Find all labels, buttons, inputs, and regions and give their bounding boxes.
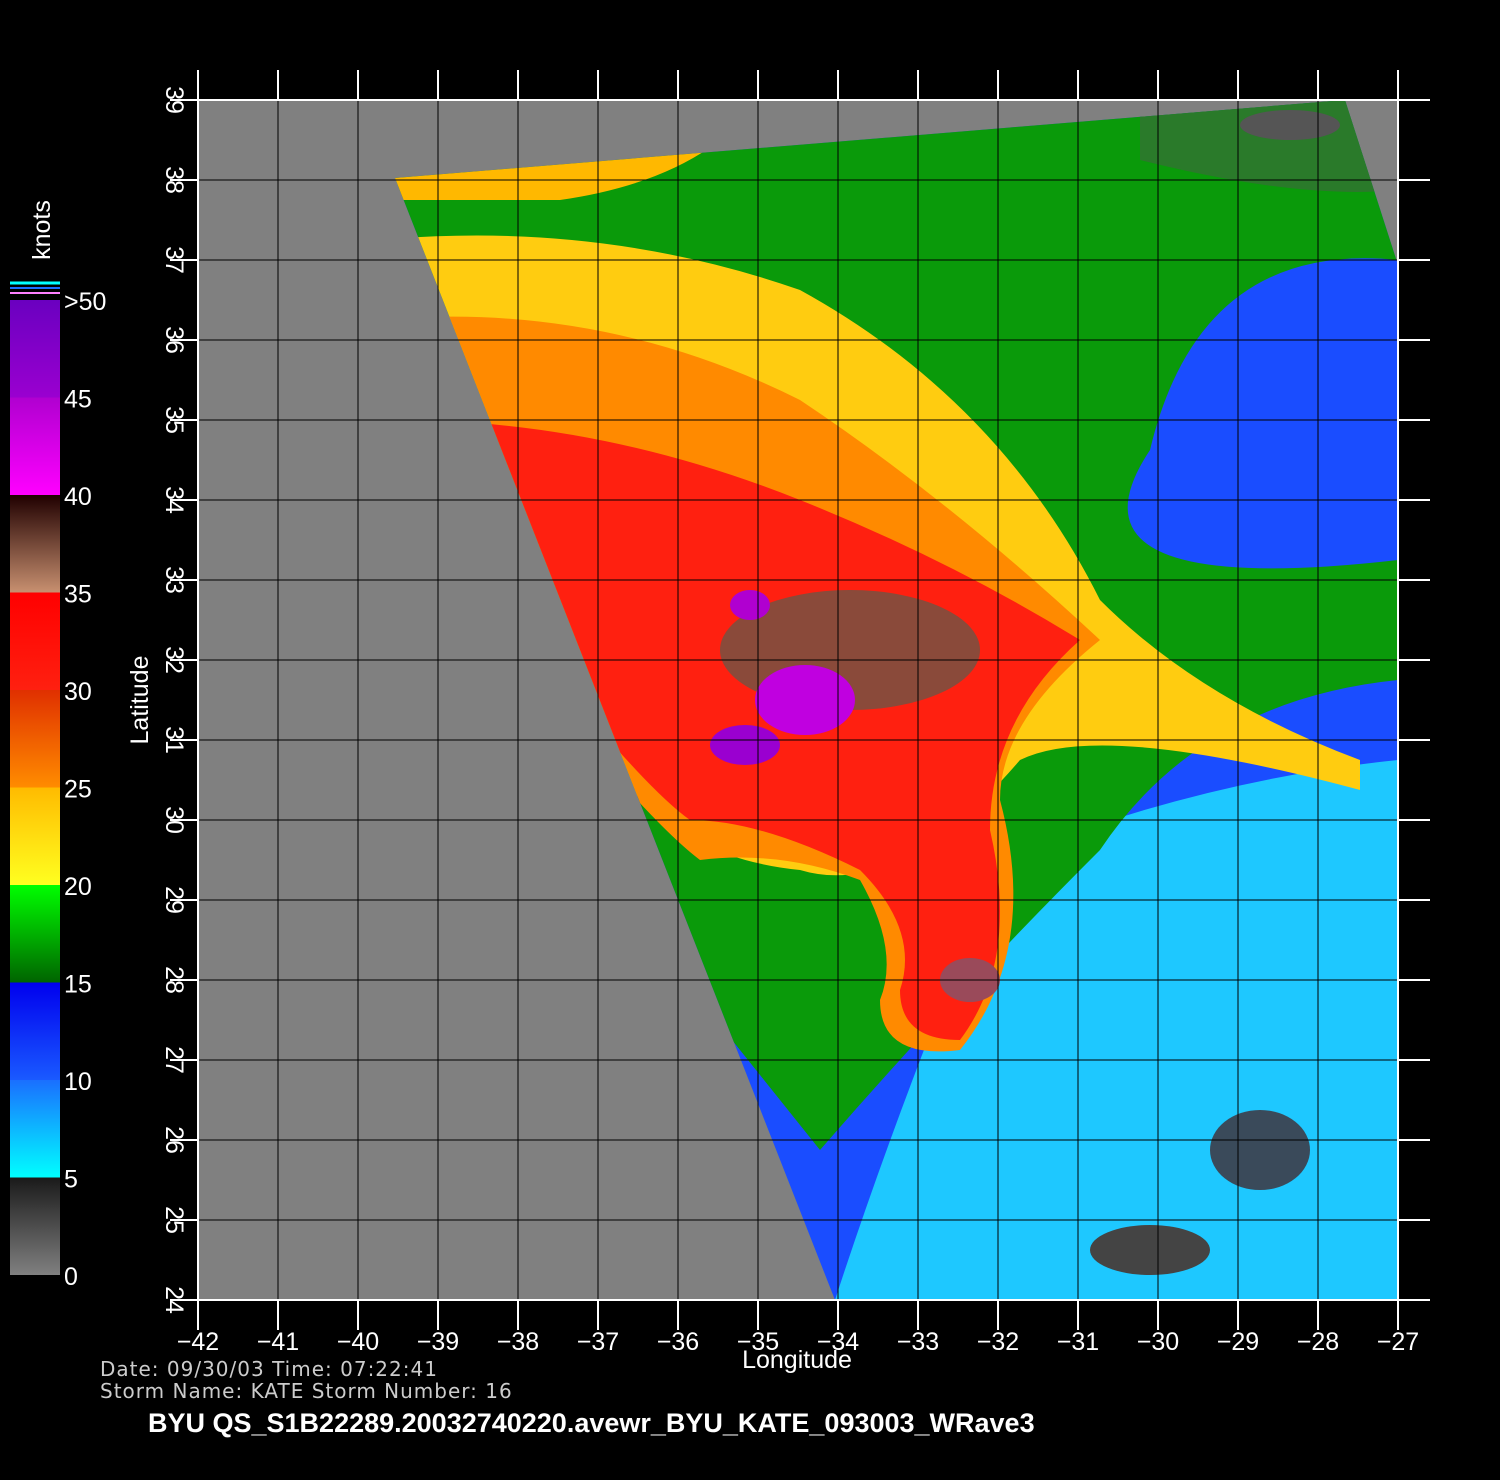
y-tick-label: 27 xyxy=(160,1046,188,1074)
colorbar-tick-label: 20 xyxy=(64,873,92,901)
y-tick-label: 28 xyxy=(160,966,188,994)
colorbar-tick-label: 25 xyxy=(64,776,92,804)
x-tick-label: −30 xyxy=(1137,1328,1179,1356)
y-tick-label: 34 xyxy=(160,486,188,514)
y-tick-label: 31 xyxy=(160,726,188,754)
colorbar-tick-label: >50 xyxy=(64,288,106,316)
x-tick-label: −28 xyxy=(1297,1328,1339,1356)
colorbar-segment xyxy=(10,787,60,885)
title: BYU QS_S1B22289.20032740220.avewr_BYU_KA… xyxy=(148,1408,1035,1438)
colorbar-tick-label: 45 xyxy=(64,386,92,414)
y-tick-label: 29 xyxy=(160,886,188,914)
colorbar-tick-label: 10 xyxy=(64,1068,92,1096)
x-tick-label: −42 xyxy=(177,1328,219,1356)
y-tick-label: 39 xyxy=(160,86,188,114)
x-tick-label: −41 xyxy=(257,1328,299,1356)
x-tick-label: −29 xyxy=(1217,1328,1259,1356)
x-tick-label: −40 xyxy=(337,1328,379,1356)
y-tick-label: 36 xyxy=(160,326,188,354)
y-tick-label: 25 xyxy=(160,1206,188,1234)
colorbar-segment xyxy=(10,885,60,983)
y-tick-label: 24 xyxy=(160,1286,188,1314)
colorbar-tick-label: 5 xyxy=(64,1166,78,1194)
y-tick-label: 32 xyxy=(160,646,188,674)
colorbar-tick-label: 35 xyxy=(64,581,92,609)
x-tick-label: −37 xyxy=(577,1328,619,1356)
colorbar-segment xyxy=(10,397,60,495)
date-line: Date: 09/30/03 Time: 07:22:41 xyxy=(100,1357,438,1381)
plot: −42 −41 −40 −39 −38 −37 −36 −35 −34 −33 −32 −31 −30 −… xyxy=(160,70,1430,1356)
y-tick-label: 26 xyxy=(160,1126,188,1154)
colorbar-segment xyxy=(10,592,60,690)
colorbar-tick-label: 30 xyxy=(64,678,92,706)
colorbar-segment xyxy=(10,1080,60,1178)
x-tick-label: −38 xyxy=(497,1328,539,1356)
colorbar: 0 5 10 15 20 25 30 35 40 45 >50 xyxy=(10,281,106,1291)
x-tick-label: −35 xyxy=(737,1328,779,1356)
x-tick-label: −33 xyxy=(897,1328,939,1356)
y-axis-label: Latitude xyxy=(126,656,154,745)
y-tick-label: 30 xyxy=(160,806,188,834)
plot-frame xyxy=(197,99,1399,1301)
colorbar-tick-label: 0 xyxy=(64,1263,78,1291)
x-tick-label: −32 xyxy=(977,1328,1019,1356)
colorbar-segment xyxy=(10,495,60,593)
colorbar-segment xyxy=(10,300,60,398)
x-tick-label: −39 xyxy=(417,1328,459,1356)
x-axis-label: Longitude xyxy=(742,1346,852,1374)
y-tick-label: 33 xyxy=(160,566,188,594)
y-tick-label: 37 xyxy=(160,246,188,274)
colorbar-segment xyxy=(10,982,60,1080)
x-tick-label: −31 xyxy=(1057,1328,1099,1356)
colorbar-tick-label: 40 xyxy=(64,483,92,511)
colorbar-label: knots xyxy=(28,200,56,260)
colorbar-segment xyxy=(10,690,60,788)
x-tick-label: −36 xyxy=(657,1328,699,1356)
y-tick-label: 38 xyxy=(160,166,188,194)
x-tick-label: −34 xyxy=(817,1328,860,1356)
y-tick-label: 35 xyxy=(160,406,188,434)
storm-line: Storm Name: KATE Storm Number: 16 xyxy=(100,1379,513,1403)
colorbar-segment xyxy=(10,1177,60,1275)
x-tick-label: −27 xyxy=(1377,1328,1419,1356)
colorbar-tick-label: 15 xyxy=(64,971,92,999)
